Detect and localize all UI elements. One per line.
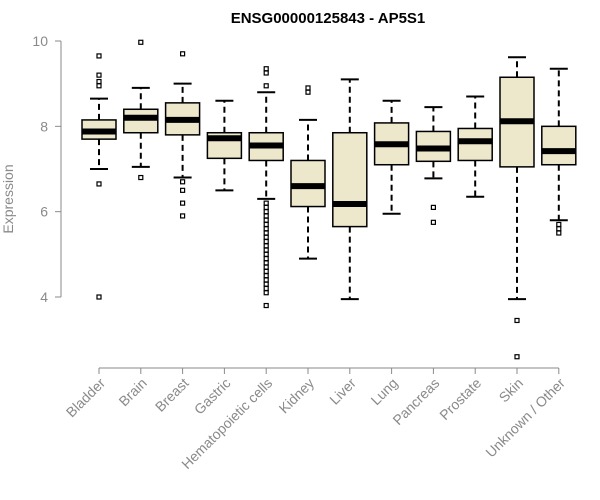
y-tick-label: 8 [40, 118, 48, 134]
outlier-point [263, 226, 269, 232]
outlier-point [180, 187, 186, 193]
outlier-point [263, 251, 269, 257]
box-hematopoietic-cells [248, 66, 284, 309]
box-unknown-other [541, 67, 577, 236]
outlier-point [263, 247, 269, 253]
iqr-box [123, 108, 159, 134]
outlier-point [96, 72, 102, 78]
outlier-point [263, 268, 269, 274]
x-tick-label: Breast [152, 375, 192, 415]
box-kidney [290, 85, 326, 260]
outlier-point [138, 174, 144, 181]
outlier-point [96, 53, 102, 59]
outlier-point [430, 204, 436, 210]
outlier-point [263, 260, 269, 266]
outlier-point [263, 243, 269, 249]
outlier-point [263, 285, 269, 292]
outlier-point [556, 221, 562, 228]
box-lung [373, 99, 410, 215]
boxes-group [81, 39, 577, 360]
box-liver [332, 78, 368, 301]
outlier-point [138, 39, 144, 45]
outlier-point [263, 209, 269, 215]
box-bladder [81, 53, 117, 300]
y-tick-label: 4 [40, 289, 48, 305]
outlier-point [96, 83, 102, 89]
x-tick-label: Liver [326, 375, 359, 408]
x-tick-label: Skin [496, 375, 527, 406]
iqr-box [541, 125, 577, 166]
iqr-box [457, 127, 493, 162]
outlier-point [96, 294, 102, 300]
outlier-point [263, 230, 269, 236]
outlier-point [556, 230, 562, 236]
outlier-point [96, 181, 102, 187]
chart-title: ENSG00000125843 - AP5S1 [231, 10, 426, 27]
outlier-point [305, 85, 311, 91]
x-tick-label: Prostate [436, 375, 484, 423]
outlier-point [263, 302, 269, 309]
outlier-point [263, 204, 269, 210]
outlier-point [180, 213, 186, 219]
box-prostate [457, 95, 493, 198]
box-skin [499, 56, 535, 360]
outlier-point [263, 234, 269, 240]
outlier-point [263, 290, 269, 296]
box-breast [164, 51, 201, 219]
outlier-point [180, 200, 186, 206]
y-axis: 4 6 8 10 [32, 33, 62, 305]
outlier-point [263, 70, 269, 76]
iqr-box [332, 131, 368, 228]
box-gastric [206, 99, 243, 192]
outlier-point [556, 226, 562, 232]
box-brain [123, 39, 159, 181]
outlier-point [263, 221, 269, 228]
outlier-point [305, 89, 311, 95]
outlier-point [96, 78, 102, 85]
outlier-point [263, 256, 269, 262]
y-axis-label: Expression [0, 164, 16, 233]
outlier-point [430, 219, 436, 225]
x-tick-label: Brain [115, 375, 149, 409]
y-tick-label: 6 [40, 204, 48, 220]
outlier-point [180, 179, 186, 185]
box-pancreas [415, 106, 452, 225]
outlier-point [263, 281, 269, 287]
outlier-point [263, 200, 269, 206]
outlier-point [263, 238, 269, 245]
outlier-point [263, 264, 269, 270]
x-tick-label: Kidney [276, 375, 318, 417]
outlier-point [263, 213, 269, 219]
outlier-point [263, 217, 269, 223]
outlier-point [263, 66, 269, 72]
x-tick-label: Bladder [63, 375, 109, 421]
y-tick-label: 10 [32, 33, 48, 49]
outlier-point [180, 51, 186, 57]
outlier-point [263, 273, 269, 279]
x-tick-label: Lung [367, 375, 400, 408]
outlier-point [514, 317, 520, 324]
outlier-point [263, 277, 269, 283]
outlier-point [514, 354, 520, 360]
x-tick-label: Unknown / Other [482, 375, 568, 461]
outlier-point [263, 83, 269, 89]
